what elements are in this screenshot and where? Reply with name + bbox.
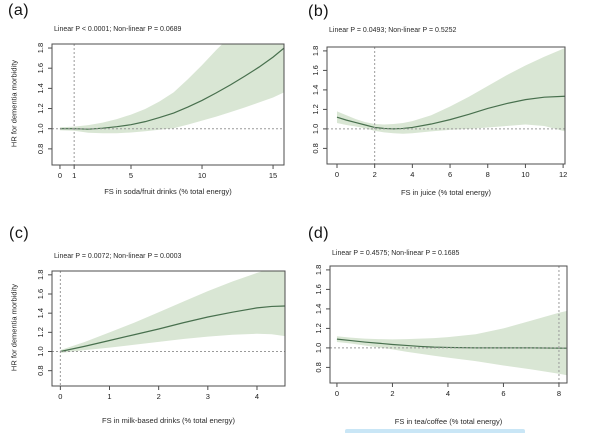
svg-text:1.2: 1.2 <box>36 327 45 337</box>
svg-text:1.8: 1.8 <box>311 46 320 56</box>
svg-text:4: 4 <box>446 389 450 398</box>
svg-text:0.8: 0.8 <box>36 144 45 154</box>
svg-text:1.4: 1.4 <box>314 304 323 314</box>
x-axis-label-a: FS in soda/fruit drinks (% total energy) <box>104 187 232 196</box>
svg-text:1.8: 1.8 <box>314 265 323 275</box>
svg-text:1.0: 1.0 <box>311 124 320 134</box>
svg-text:1.4: 1.4 <box>36 83 45 93</box>
panel-label-b: (b) <box>308 3 330 20</box>
svg-text:1.0: 1.0 <box>36 123 45 133</box>
svg-text:1: 1 <box>72 171 76 180</box>
svg-text:0.8: 0.8 <box>314 362 323 372</box>
svg-text:1.0: 1.0 <box>36 346 45 356</box>
svg-text:4: 4 <box>255 392 259 401</box>
svg-text:1: 1 <box>107 392 111 401</box>
svg-text:2: 2 <box>157 392 161 401</box>
panel-c: (c) Linear P = 0.0072; Non-linear P = 0.… <box>0 217 300 433</box>
plot-svg-b: 0 2 4 6 8 10 12 0.8 1.0 1.2 1.4 1.6 1.8 <box>311 46 567 179</box>
svg-text:1.6: 1.6 <box>36 63 45 73</box>
svg-text:1.2: 1.2 <box>314 323 323 333</box>
svg-text:15: 15 <box>269 171 277 180</box>
x-axis-label-c: FS in milk-based drinks (% total energy) <box>102 416 235 425</box>
svg-text:1.6: 1.6 <box>314 284 323 294</box>
x-axis-label-d: FS in tea/coffee (% total energy) <box>394 417 503 426</box>
svg-text:1.2: 1.2 <box>311 104 320 114</box>
svg-text:1.8: 1.8 <box>36 43 45 53</box>
plot-svg-c: 0 1 2 3 4 0.8 1.0 1.2 1.4 1.6 1.8 <box>36 270 286 401</box>
svg-text:1.0: 1.0 <box>314 343 323 353</box>
svg-text:1.2: 1.2 <box>36 103 45 113</box>
svg-text:2: 2 <box>373 170 377 179</box>
svg-text:5: 5 <box>129 171 133 180</box>
svg-text:12: 12 <box>559 170 567 179</box>
svg-text:2: 2 <box>390 389 394 398</box>
svg-text:0: 0 <box>58 171 62 180</box>
svg-text:8: 8 <box>486 170 490 179</box>
plot-title-c: Linear P = 0.0072; Non-linear P = 0.0003 <box>54 253 182 260</box>
panel-a: (a) Linear P < 0.0001; Non-linear P = 0.… <box>0 0 300 216</box>
svg-text:0.8: 0.8 <box>36 365 45 375</box>
plot-title-a: Linear P < 0.0001; Non-linear P = 0.0689 <box>54 26 182 33</box>
svg-text:10: 10 <box>521 170 529 179</box>
svg-text:10: 10 <box>198 171 206 180</box>
svg-text:1.6: 1.6 <box>36 289 45 299</box>
plot-title-d: Linear P = 0.4575; Non-linear P = 0.1685 <box>332 250 460 257</box>
x-axis-label-b: FS in juice (% total energy) <box>400 188 492 197</box>
svg-text:1.4: 1.4 <box>36 308 45 318</box>
svg-text:0: 0 <box>335 389 339 398</box>
plot-svg-d: 0 2 4 6 8 0.8 1.0 1.2 1.4 1.6 1.8 <box>314 265 568 398</box>
selection-highlight-artifact <box>345 429 525 433</box>
svg-text:1.4: 1.4 <box>311 85 320 95</box>
panel-label-d: (d) <box>308 225 330 242</box>
svg-text:0.8: 0.8 <box>311 143 320 153</box>
svg-text:6: 6 <box>501 389 505 398</box>
svg-text:1.6: 1.6 <box>311 65 320 75</box>
svg-text:0: 0 <box>335 170 339 179</box>
panel-label-c: (c) <box>9 225 30 242</box>
svg-text:4: 4 <box>410 170 414 179</box>
panel-d: (d) Linear P = 0.4575; Non-linear P = 0.… <box>300 217 600 433</box>
plot-title-b: Linear P = 0.0493; Non-linear P = 0.5252 <box>329 27 457 34</box>
panel-b: (b) Linear P = 0.0493; Non-linear P = 0.… <box>300 0 600 216</box>
plot-svg-a: 0 1 5 10 150.81.01.21.41.61.8 <box>36 43 285 180</box>
panel-label-a: (a) <box>8 2 30 19</box>
svg-text:1.8: 1.8 <box>36 270 45 280</box>
svg-text:6: 6 <box>448 170 452 179</box>
svg-text:3: 3 <box>206 392 210 401</box>
svg-text:8: 8 <box>557 389 561 398</box>
svg-text:0: 0 <box>58 392 62 401</box>
